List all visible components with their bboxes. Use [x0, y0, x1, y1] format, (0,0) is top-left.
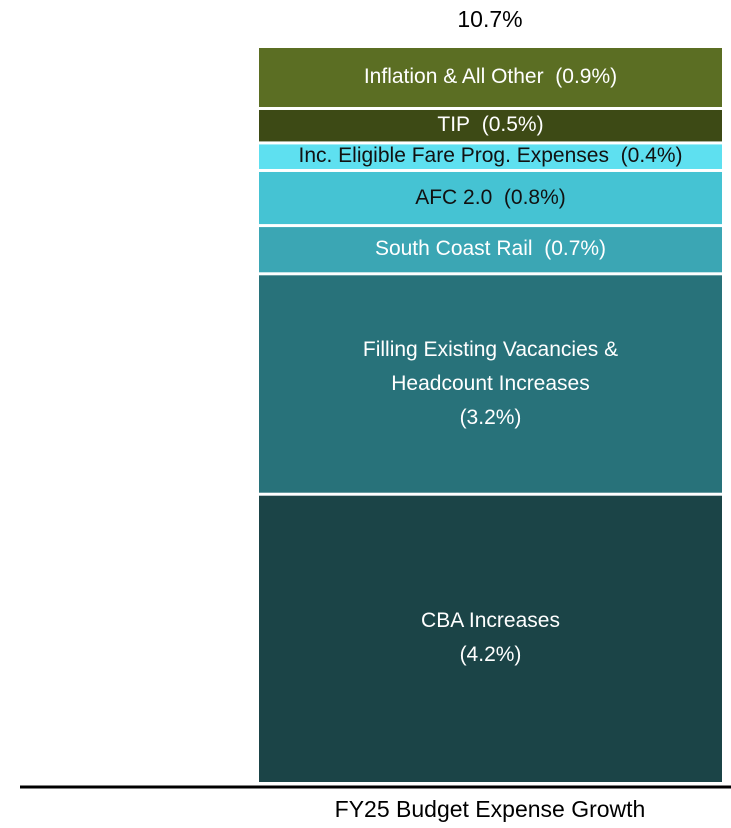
bar-segment [259, 48, 722, 107]
x-tick-label: FY25 Budget Expense Growth [334, 796, 646, 822]
bar-segment [259, 275, 722, 493]
bar-segment [259, 144, 722, 169]
bar-segment [259, 227, 722, 273]
bar-segment [259, 109, 722, 142]
value-label: (0.4%) [620, 144, 683, 168]
segment-label: CBA Increases (4.2%) [259, 494, 722, 783]
value-label: (0.7%) [544, 237, 607, 261]
segment-name: Filling Existing Vacancies & Headcount I… [362, 337, 619, 395]
value-label: (4.2%) [459, 643, 522, 667]
segment-name: South Coast Rail [374, 237, 533, 261]
segment-label: TIP (0.5%) [259, 108, 722, 142]
segment-name: AFC 2.0 [415, 185, 493, 209]
value-label: (0.8%) [503, 185, 566, 209]
segment-name: Inflation & All Other [363, 64, 544, 88]
segment-name: TIP [437, 113, 471, 137]
value-label: (0.9%) [555, 64, 618, 88]
segment-label: Filling Existing Vacancies & Headcount I… [259, 273, 722, 493]
value-label: (0.5%) [481, 113, 544, 137]
segment-label: AFC 2.0 (0.8%) [259, 170, 722, 225]
segment-name: Inc. Eligible Fare Prog. Expenses [298, 144, 609, 168]
segment-label: Inc. Eligible Fare Prog. Expenses (0.4%) [259, 142, 722, 170]
segment-label: South Coast Rail (0.7%) [259, 225, 722, 273]
segment-name: CBA Increases [421, 609, 560, 633]
total-label: 10.7% [457, 6, 523, 32]
bar-segment [259, 495, 722, 782]
segment-label: Inflation & All Other (0.9%) [259, 46, 722, 108]
bar-segment [259, 171, 722, 225]
value-label: (3.2%) [459, 405, 522, 429]
